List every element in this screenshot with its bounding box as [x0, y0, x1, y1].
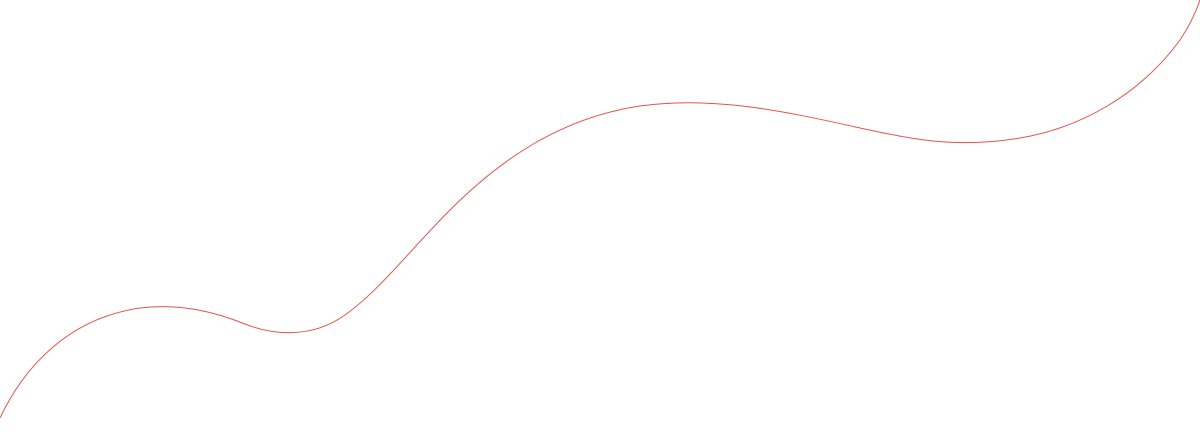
wave-line: [0, 0, 1200, 419]
